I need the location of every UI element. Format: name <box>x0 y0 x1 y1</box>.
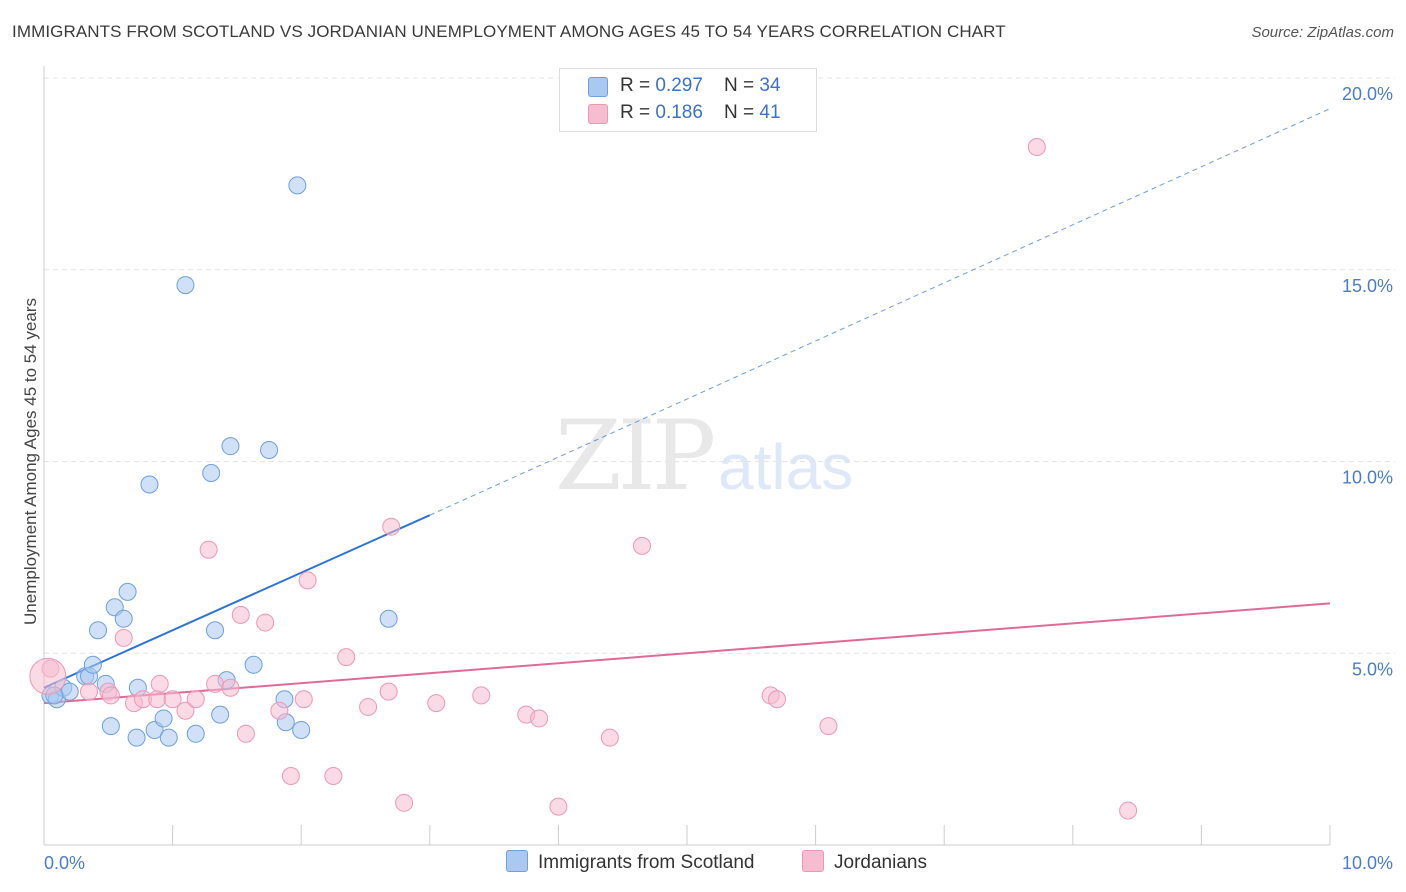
label-layer: 5.0% 10.0% 15.0% 20.0% 0.0% 10.0% Unemployment… <box>21 84 1393 873</box>
legend-n-value: 41 <box>759 102 781 123</box>
data-point-scotland <box>140 475 159 494</box>
data-point-jordanians <box>298 571 317 590</box>
data-point-jordanians <box>294 690 313 709</box>
data-point-scotland <box>202 464 221 483</box>
x-tick-label: 0.0% <box>44 853 85 873</box>
legend-swatch-jordanians <box>802 850 824 872</box>
legend-swatch-scotland <box>588 77 608 97</box>
data-point-jordanians <box>395 793 414 812</box>
data-point-jordanians <box>199 540 218 559</box>
data-point-jordanians <box>632 536 651 555</box>
y-axis-label: Unemployment Among Ages 45 to 54 years <box>21 298 40 625</box>
data-point-jordanians <box>530 709 549 728</box>
data-point-jordanians <box>270 701 289 720</box>
data-point-jordanians <box>337 648 356 667</box>
y-tick-label: 5.0% <box>1352 659 1393 679</box>
data-point-jordanians <box>600 728 619 747</box>
legend-item-scotland[interactable]: Immigrants from Scotland <box>506 850 755 874</box>
grid-layer <box>44 77 1395 654</box>
data-point-jordanians <box>549 797 568 816</box>
x-tick-label: 10.0% <box>1342 853 1393 873</box>
data-point-jordanians <box>819 717 838 736</box>
data-point-jordanians <box>101 686 120 705</box>
data-point-scotland <box>118 582 137 601</box>
data-point-jordanians <box>80 682 99 701</box>
point-layer <box>29 138 1138 820</box>
legend-text-scotland: R = 0.297 N = 34 <box>620 75 781 97</box>
data-point-jordanians <box>359 697 378 716</box>
data-point-jordanians <box>236 724 255 743</box>
axis-layer <box>43 66 1331 846</box>
legend-r-label: R = <box>620 102 656 123</box>
correlation-legend: R = 0.297 N = 34 R = 0.186 N = 41 <box>559 68 817 132</box>
trendline-scotland-extrapolated <box>429 108 1331 516</box>
watermark-zip: ZIP <box>555 400 716 512</box>
trendline-scotland <box>43 514 431 689</box>
legend-item-jordanians[interactable]: Jordanians <box>802 850 927 874</box>
data-point-jordanians <box>148 690 167 709</box>
data-point-jordanians <box>324 766 343 785</box>
source-label: Source: ZipAtlas.com <box>1251 24 1394 41</box>
data-point-jordanians <box>382 517 401 536</box>
legend-swatch-jordanians <box>588 104 608 124</box>
data-point-jordanians <box>150 674 169 693</box>
data-point-jordanians <box>29 657 67 695</box>
y-tick-label: 20.0% <box>1342 84 1393 104</box>
data-point-jordanians <box>114 628 133 647</box>
legend-label-scotland: Immigrants from Scotland <box>538 852 755 874</box>
data-point-scotland <box>186 724 205 743</box>
legend-n-label: N = <box>724 75 760 96</box>
data-point-scotland <box>221 437 240 456</box>
trend-layer <box>43 108 1331 705</box>
data-point-scotland <box>292 720 311 739</box>
legend-swatch-scotland <box>506 850 528 872</box>
data-point-scotland <box>379 609 398 628</box>
data-point-scotland <box>159 728 178 747</box>
data-point-jordanians <box>379 682 398 701</box>
y-tick-label: 10.0% <box>1342 468 1393 488</box>
watermark-atlas: atlas <box>718 431 854 503</box>
legend-text-jordanians: R = 0.186 N = 41 <box>620 102 781 124</box>
y-tick-label: 15.0% <box>1342 276 1393 296</box>
series-legend: Immigrants from Scotland Jordanians <box>0 850 1406 878</box>
chart-title: IMMIGRANTS FROM SCOTLAND VS JORDANIAN UN… <box>12 22 1006 41</box>
data-point-scotland <box>176 276 195 295</box>
legend-r-value: 0.186 <box>655 102 703 123</box>
data-point-jordanians <box>206 674 225 693</box>
data-point-scotland <box>101 717 120 736</box>
data-point-scotland <box>89 621 108 640</box>
data-point-scotland <box>114 609 133 628</box>
data-point-scotland <box>244 655 263 674</box>
data-point-jordanians <box>281 766 300 785</box>
data-point-jordanians <box>176 701 195 720</box>
data-point-jordanians <box>221 678 240 697</box>
legend-n-label: N = <box>724 102 760 123</box>
data-point-jordanians <box>472 686 491 705</box>
legend-n-value: 34 <box>759 75 781 96</box>
data-point-scotland <box>154 709 173 728</box>
data-point-scotland <box>206 621 225 640</box>
trendline-jordanians <box>43 602 1331 705</box>
data-point-jordanians <box>1027 138 1046 157</box>
data-point-scotland <box>127 728 146 747</box>
data-point-jordanians <box>256 613 275 632</box>
data-point-jordanians <box>186 690 205 709</box>
legend-r-label: R = <box>620 75 656 96</box>
data-point-jordanians <box>1119 801 1138 820</box>
data-point-scotland <box>288 176 307 195</box>
data-point-jordanians <box>163 690 182 709</box>
data-point-scotland <box>260 440 279 459</box>
legend-r-value: 0.297 <box>655 75 703 96</box>
data-point-jordanians <box>231 605 250 624</box>
data-point-scotland <box>211 705 230 724</box>
data-point-jordanians <box>427 694 446 713</box>
data-point-jordanians <box>768 690 787 709</box>
legend-label-jordanians: Jordanians <box>834 852 927 874</box>
data-point-scotland <box>83 655 102 674</box>
